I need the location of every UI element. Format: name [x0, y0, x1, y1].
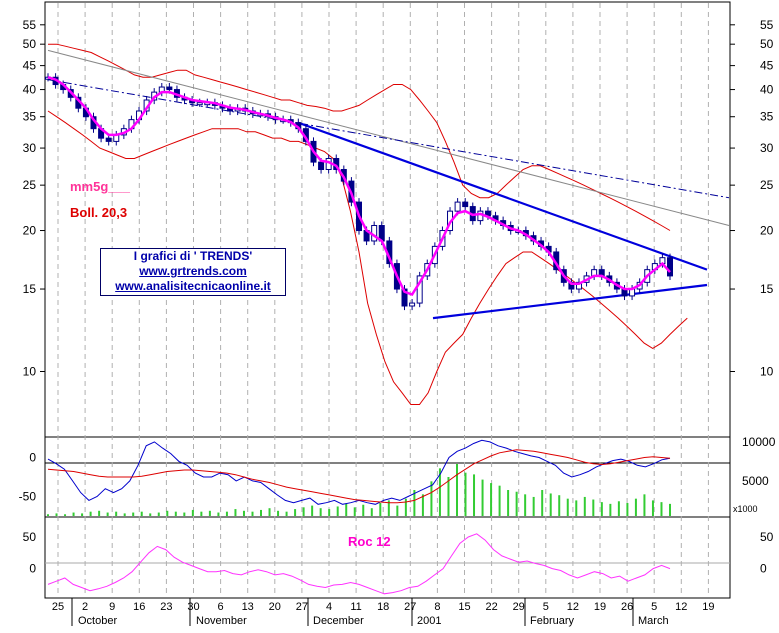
x-tick-label: 19 [594, 601, 606, 613]
y-tick-label-right: 35 [760, 110, 774, 124]
x-tick-label: 29 [513, 601, 525, 613]
y-tick-label-right: 50 [760, 37, 774, 51]
candle-body [416, 275, 423, 304]
candle-body [318, 161, 325, 170]
y-tick-label-left: 50 [23, 37, 37, 51]
x-tick-label: 8 [434, 601, 440, 613]
y-tick-label-right: 15 [760, 282, 774, 296]
candle-body [667, 257, 673, 277]
month-label: February [530, 615, 575, 627]
x-tick-label: 19 [702, 601, 714, 613]
x-tick-label: 4 [326, 601, 332, 613]
trend-line [297, 121, 708, 271]
osc-tick-label-left: -50 [19, 490, 37, 504]
x-tick-label: 9 [109, 601, 115, 613]
osc-tick-label-left: 0 [29, 451, 36, 465]
osc-tick-label-right: 5000 [742, 474, 769, 488]
month-label: March [638, 615, 669, 627]
y-tick-label-right: 40 [760, 83, 774, 97]
y-tick-label-left: 35 [23, 110, 37, 124]
x-tick-label: 6 [218, 601, 224, 613]
info-title: I grafici di ' TRENDS' [133, 249, 253, 263]
x-tick-label: 12 [567, 601, 579, 613]
trend-line [47, 79, 730, 199]
month-label: November [196, 615, 247, 627]
y-tick-label-right: 20 [760, 224, 774, 238]
x-tick-label: 23 [160, 601, 172, 613]
y-tick-label-right: 30 [760, 141, 774, 155]
ma5-label: mm5g___ [70, 179, 131, 194]
y-tick-label-right: 25 [760, 178, 774, 192]
roc-label: Roc 12 [348, 534, 391, 549]
y-tick-label-left: 10 [23, 364, 37, 378]
y-tick-label-right: 45 [760, 59, 774, 73]
x-tick-label: 18 [377, 601, 389, 613]
y-tick-label-left: 55 [23, 18, 37, 32]
candle-body [454, 201, 461, 212]
roc-tick-label-left: 50 [23, 530, 37, 544]
x-tick-label: 22 [485, 601, 497, 613]
info-link-grtrends[interactable]: www.grtrends.com [139, 264, 247, 278]
x-tick-label: 13 [242, 601, 254, 613]
y-tick-label-right: 10 [760, 364, 774, 378]
ma5-path [47, 76, 671, 297]
x-tick-label: 2 [82, 601, 88, 613]
trend-line [47, 49, 730, 226]
trend-line [432, 283, 708, 320]
roc-tick-label-right: 0 [760, 562, 767, 576]
roc-path [47, 533, 671, 595]
info-box: I grafici di ' TRENDS' www.grtrends.com … [100, 248, 286, 296]
y-tick-label-left: 25 [23, 178, 37, 192]
x-tick-label: 15 [458, 601, 470, 613]
plot-frame [44, 1, 731, 599]
volume-bars [47, 464, 671, 516]
x-tick-label: 25 [52, 601, 64, 613]
candle-body [462, 201, 469, 208]
x-tick-label: 27 [404, 601, 416, 613]
info-link-analisi[interactable]: www.analisitecnicaonline.it [115, 279, 271, 293]
x-tick-label: 16 [133, 601, 145, 613]
signal-line [47, 449, 671, 504]
bollinger-label: Boll. 20,3 [70, 205, 127, 220]
roc-line [47, 533, 671, 595]
y-tick-label-left: 20 [23, 224, 37, 238]
roc-tick-label-left: 0 [29, 562, 36, 576]
x-tick-label: 26 [621, 601, 633, 613]
roc-tick-label-right: 50 [760, 530, 774, 544]
x-tick-label: 5 [543, 601, 549, 613]
osc-tick-label-right: 10000 [742, 435, 776, 449]
ma5-line [47, 76, 671, 297]
month-label: October [78, 615, 117, 627]
month-label: December [313, 615, 364, 627]
y-tick-label-left: 45 [23, 59, 37, 73]
x-tick-label: 20 [269, 601, 281, 613]
volume-unit-label: x1000 [733, 504, 758, 514]
y-tick-label-left: 40 [23, 83, 37, 97]
y-tick-label-left: 30 [23, 141, 37, 155]
x-tick-label: 11 [350, 601, 361, 613]
month-label: 2001 [417, 615, 441, 627]
y-tick-label-right: 55 [760, 18, 774, 32]
axis-labels: 25 2 9 16 23 30 6 13 20 27 4 11 18 27 8 15 22 29 5 12 19 26 5 1… [19, 18, 776, 627]
x-tick-label: 27 [296, 601, 308, 613]
candle-body [196, 102, 203, 106]
x-tick-label: 12 [675, 601, 687, 613]
candle-body [409, 302, 416, 307]
trend-lines [47, 49, 730, 320]
y-tick-label-left: 15 [23, 282, 37, 296]
oscillator-lines [47, 439, 671, 505]
candle-body [166, 86, 173, 91]
x-tick-label: 30 [187, 601, 199, 613]
x-tick-label: 5 [651, 601, 657, 613]
candle-body [105, 137, 112, 142]
